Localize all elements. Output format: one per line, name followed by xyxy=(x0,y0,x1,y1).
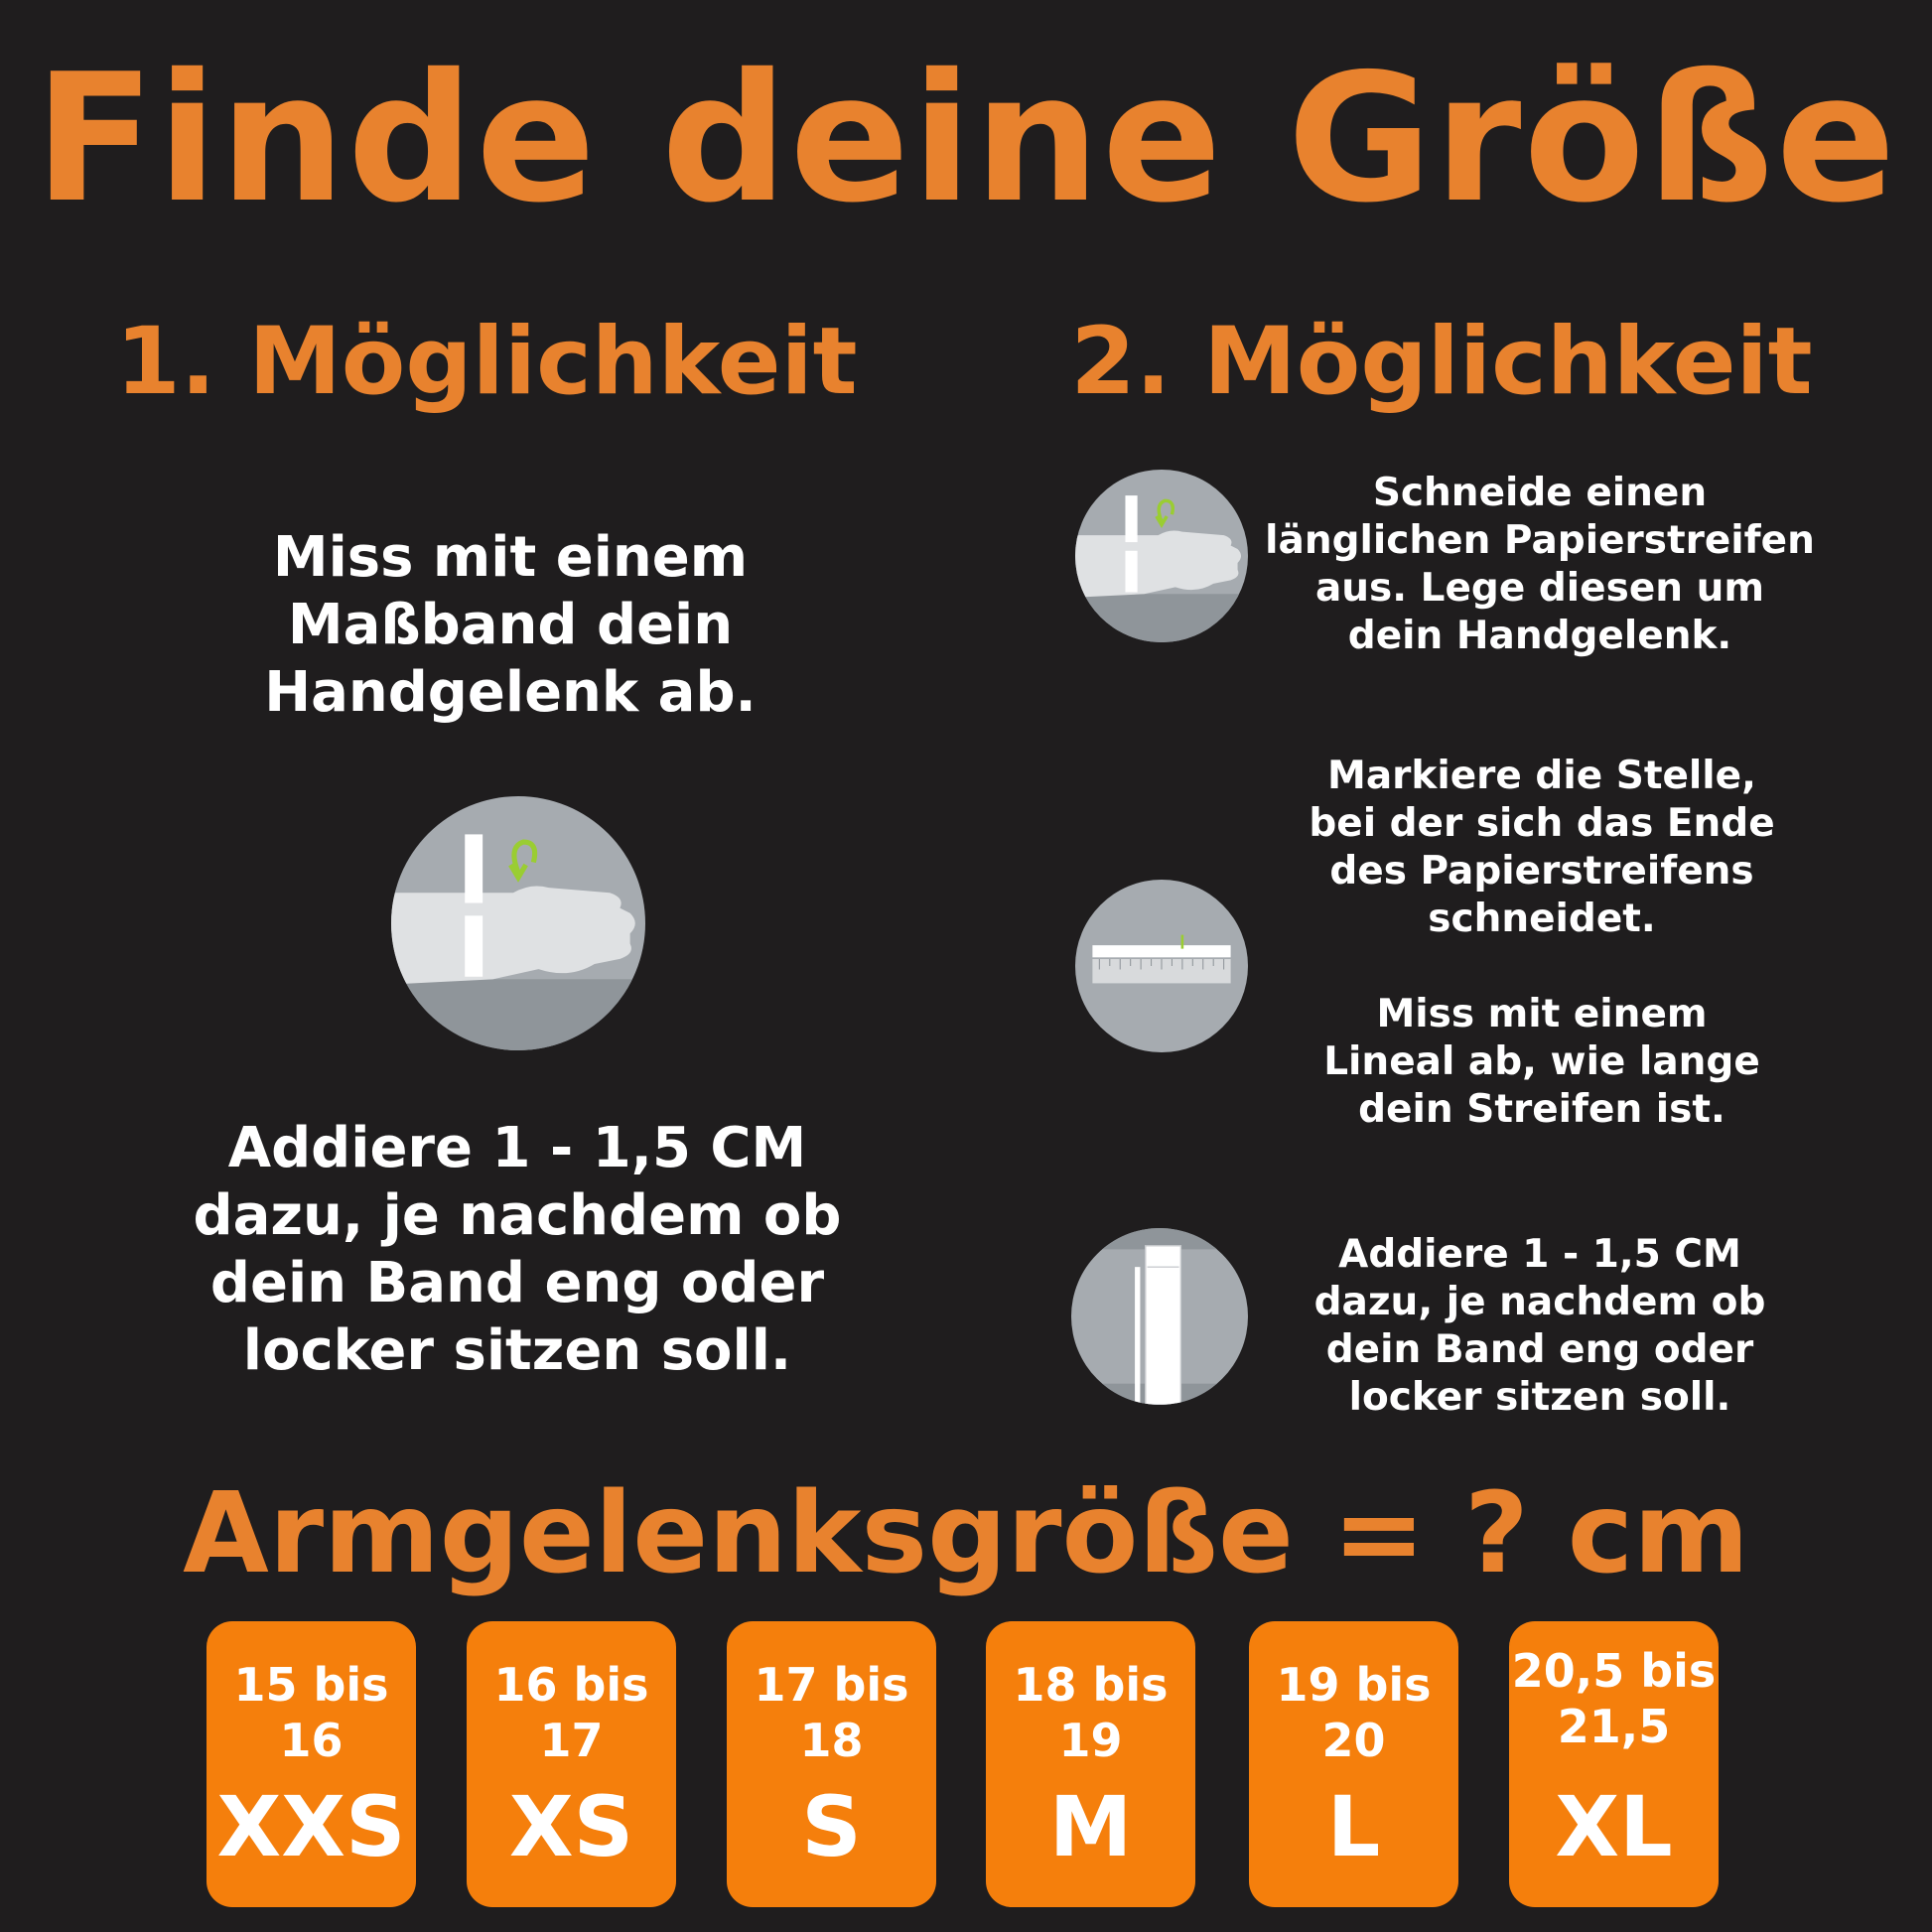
text-line: dein Band eng oder xyxy=(209,1251,825,1315)
range-line: 17 xyxy=(539,1714,604,1767)
page-title: Finde deine Größe xyxy=(34,36,1898,241)
text-line: dein Streifen ist. xyxy=(1358,1087,1725,1132)
option-2-step-1: Schneide einen länglichen Papierstreifen… xyxy=(1265,470,1815,660)
text-line: Maßband dein xyxy=(287,593,734,657)
wrist-measure-icon xyxy=(391,796,645,1050)
size-label: XL xyxy=(1555,1778,1673,1875)
text-line: länglichen Papierstreifen xyxy=(1265,518,1815,563)
text-line: Lineal ab, wie lange xyxy=(1323,1039,1760,1084)
range-line: 21,5 xyxy=(1557,1700,1671,1753)
size-label: XS xyxy=(508,1778,634,1875)
size-range: 15 bis 16 xyxy=(207,1657,416,1768)
range-line: 15 bis xyxy=(233,1658,389,1712)
option-2-step-4: Addiere 1 - 1,5 CM dazu, je nachdem ob d… xyxy=(1314,1231,1766,1422)
range-line: 19 bis xyxy=(1276,1658,1432,1712)
option-2-step-3: Miss mit einem Lineal ab, wie lange dein… xyxy=(1323,991,1760,1134)
range-line: 16 bis xyxy=(493,1658,649,1712)
size-range: 18 bis 19 xyxy=(986,1657,1195,1768)
text-line: bei der sich das Ende xyxy=(1309,801,1775,846)
range-line: 18 xyxy=(799,1714,864,1767)
text-line: des Papierstreifens xyxy=(1329,849,1754,894)
size-label: L xyxy=(1326,1778,1381,1875)
size-box-xxs: 15 bis 16 XXS xyxy=(207,1621,416,1907)
size-range: 20,5 bis 21,5 xyxy=(1509,1643,1719,1754)
option-1-step-2: Addiere 1 - 1,5 CM dazu, je nachdem ob d… xyxy=(194,1115,842,1385)
option-2-step-2: Markiere die Stelle, bei der sich das En… xyxy=(1309,753,1774,943)
range-line: 18 bis xyxy=(1013,1658,1169,1712)
range-line: 20,5 bis xyxy=(1511,1644,1717,1698)
text-line: dein Band eng oder xyxy=(1325,1327,1754,1372)
text-line: schneidet. xyxy=(1428,897,1656,941)
size-label: S xyxy=(801,1778,862,1875)
range-line: 16 xyxy=(279,1714,344,1767)
range-line: 17 bis xyxy=(754,1658,909,1712)
size-box-xs: 16 bis 17 XS xyxy=(467,1621,676,1907)
text-line: Markiere die Stelle, xyxy=(1327,754,1756,798)
size-label: M xyxy=(1048,1778,1133,1875)
option-1-heading: 1. Möglichkeit xyxy=(115,308,858,416)
range-line: 20 xyxy=(1321,1714,1386,1767)
text-line: aus. Lege diesen um xyxy=(1314,566,1765,611)
size-box-l: 19 bis 20 L xyxy=(1249,1621,1458,1907)
option-1-step-1: Miss mit einem Maßband dein Handgelenk a… xyxy=(264,524,757,727)
text-line: Addiere 1 - 1,5 CM xyxy=(227,1116,807,1180)
ruler-icon xyxy=(1075,880,1248,1052)
size-range: 19 bis 20 xyxy=(1249,1657,1458,1768)
text-line: locker sitzen soll. xyxy=(242,1318,792,1383)
text-line: dazu, je nachdem ob xyxy=(193,1183,842,1248)
text-line: Miss mit einem xyxy=(1376,992,1708,1036)
text-line: Handgelenk ab. xyxy=(264,660,757,725)
size-box-xl: 20,5 bis 21,5 XL xyxy=(1509,1621,1719,1907)
paper-strip-icon xyxy=(1071,1228,1248,1405)
text-line: Schneide einen xyxy=(1372,471,1708,515)
text-line: dein Handgelenk. xyxy=(1347,614,1732,658)
size-box-m: 18 bis 19 M xyxy=(986,1621,1195,1907)
size-box-s: 17 bis 18 S xyxy=(727,1621,936,1907)
text-line: Miss mit einem xyxy=(272,525,749,590)
size-label: XXS xyxy=(216,1778,406,1875)
text-line: locker sitzen soll. xyxy=(1348,1375,1731,1420)
text-line: Addiere 1 - 1,5 CM xyxy=(1338,1232,1741,1277)
size-range: 17 bis 18 xyxy=(727,1657,936,1768)
size-range: 16 bis 17 xyxy=(467,1657,676,1768)
wrist-paper-strip-icon xyxy=(1075,470,1248,642)
range-line: 19 xyxy=(1058,1714,1123,1767)
wrist-size-formula: Armgelenksgröße = ? cm xyxy=(183,1469,1749,1598)
text-line: dazu, je nachdem ob xyxy=(1313,1280,1766,1324)
option-2-heading: 2. Möglichkeit xyxy=(1070,308,1813,416)
